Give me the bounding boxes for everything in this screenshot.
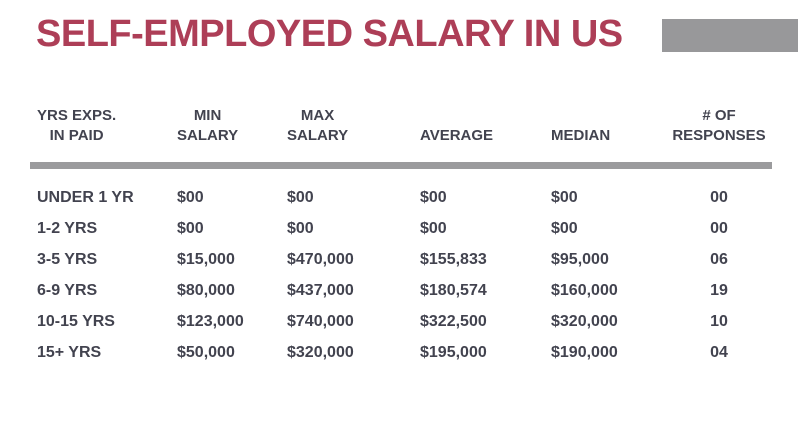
table-body: UNDER 1 YR $00 $00 $00 $00 00 1-2 YRS $00 $00 $00… [37, 182, 775, 368]
cell-average: $155,833 [420, 250, 487, 268]
cell-num-responses: 10 [710, 312, 728, 330]
row-label: 3-5 YRS [37, 250, 98, 268]
cell-min-salary: $00 [177, 188, 204, 206]
cell-min-salary: $123,000 [177, 312, 244, 330]
column-header-median: MEDIAN [551, 127, 611, 145]
cell-num-responses: 19 [710, 281, 728, 299]
cell-average: $00 [420, 219, 447, 237]
cell-min-salary: $80,000 [177, 281, 235, 299]
cell-max-salary: $320,000 [287, 343, 354, 361]
column-header-min-salary: MIN SALARY [177, 107, 239, 145]
cell-median: $190,000 [551, 343, 618, 361]
cell-average: $00 [420, 188, 447, 206]
page-title: SELF-EMPLOYED SALARY IN US [36, 13, 623, 55]
row-label: 15+ YRS [37, 343, 102, 361]
column-header-num-responses: # OF RESPONSES [672, 107, 766, 145]
row-label: 6-9 YRS [37, 281, 98, 299]
row-label: 10-15 YRS [37, 312, 115, 330]
cell-min-salary: $15,000 [177, 250, 235, 268]
cell-median: $160,000 [551, 281, 618, 299]
cell-num-responses: 06 [710, 250, 728, 268]
cell-median: $00 [551, 188, 578, 206]
cell-median: $00 [551, 219, 578, 237]
table-row: 15+ YRS $50,000 $320,000 $195,000 $190,000 04 [37, 337, 775, 368]
table-row: 3-5 YRS $15,000 $470,000 $155,833 $95,000 06 [37, 244, 775, 275]
decorative-gray-bar [662, 19, 798, 52]
cell-num-responses: 00 [710, 219, 728, 237]
cell-min-salary: $50,000 [177, 343, 235, 361]
column-header-average: AVERAGE [420, 127, 494, 145]
cell-average: $180,574 [420, 281, 487, 299]
cell-max-salary: $437,000 [287, 281, 354, 299]
row-label: 1-2 YRS [37, 219, 98, 237]
cell-max-salary: $00 [287, 188, 314, 206]
table-header-row: YRS EXPS. IN PAID MIN SALARY MAX SALARY AVERAG… [37, 98, 775, 146]
row-label: UNDER 1 YR [37, 188, 134, 206]
cell-max-salary: $00 [287, 219, 314, 237]
cell-median: $320,000 [551, 312, 618, 330]
cell-average: $322,500 [420, 312, 487, 330]
header-divider [30, 162, 772, 169]
table-row: 10-15 YRS $123,000 $740,000 $322,500 $320,00… [37, 306, 775, 337]
table-row: UNDER 1 YR $00 $00 $00 $00 00 [37, 182, 775, 213]
table-row: 1-2 YRS $00 $00 $00 $00 00 [37, 213, 775, 244]
cell-min-salary: $00 [177, 219, 204, 237]
column-header-max-salary: MAX SALARY [287, 107, 349, 145]
cell-num-responses: 00 [710, 188, 728, 206]
cell-average: $195,000 [420, 343, 487, 361]
cell-num-responses: 04 [710, 343, 728, 361]
table-row: 6-9 YRS $80,000 $437,000 $180,574 $160,000 19 [37, 275, 775, 306]
cell-median: $95,000 [551, 250, 609, 268]
cell-max-salary: $740,000 [287, 312, 354, 330]
cell-max-salary: $470,000 [287, 250, 354, 268]
column-header-yrs-exps-in-paid: YRS EXPS. IN PAID [37, 107, 117, 145]
